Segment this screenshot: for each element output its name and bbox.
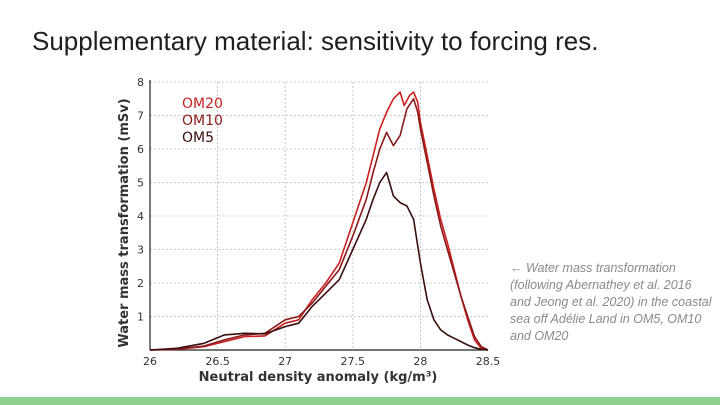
axis-layer: 1 2 3 4 5 6 7 8 26 26.5 27 27.5 28 28.5 [137, 76, 500, 368]
x-tick-label: 27 [278, 355, 292, 368]
y-tick-label: 6 [137, 143, 144, 156]
x-tick-label: 28 [413, 355, 427, 368]
y-tick-label: 3 [137, 244, 144, 257]
x-tick-label: 26 [143, 355, 157, 368]
water-mass-transformation-chart: 1 2 3 4 5 6 7 8 26 26.5 27 27.5 28 28.5 OM20 OM10 OM5 N… [110, 70, 505, 390]
y-tick-label: 5 [137, 177, 144, 190]
y-tick-label: 7 [137, 110, 144, 123]
x-tick-label: 26.5 [205, 355, 230, 368]
legend-entry-om10: OM10 [182, 113, 223, 129]
legend-entry-om5: OM5 [182, 130, 214, 146]
x-axis-title: Neutral density anomaly (kg/m³) [199, 370, 438, 385]
legend-entry-om20: OM20 [182, 96, 223, 112]
y-tick-label: 2 [137, 277, 144, 290]
series-line-om10 [149, 97, 489, 351]
figure-caption: ← Water mass transformation (following A… [510, 261, 712, 343]
slide-title: Supplementary material: sensitivity to f… [32, 26, 599, 56]
x-tick-label: 27.5 [341, 355, 366, 368]
y-tick-label: 8 [137, 76, 144, 89]
y-tick-label: 1 [137, 311, 144, 324]
slide-footer-bar [0, 397, 720, 405]
y-tick-label: 4 [137, 210, 144, 223]
series-line-om5 [149, 171, 489, 351]
series-layer [149, 91, 489, 351]
y-axis-title: Water mass transformation (mSv) [117, 98, 132, 347]
x-tick-label: 28.5 [476, 355, 501, 368]
